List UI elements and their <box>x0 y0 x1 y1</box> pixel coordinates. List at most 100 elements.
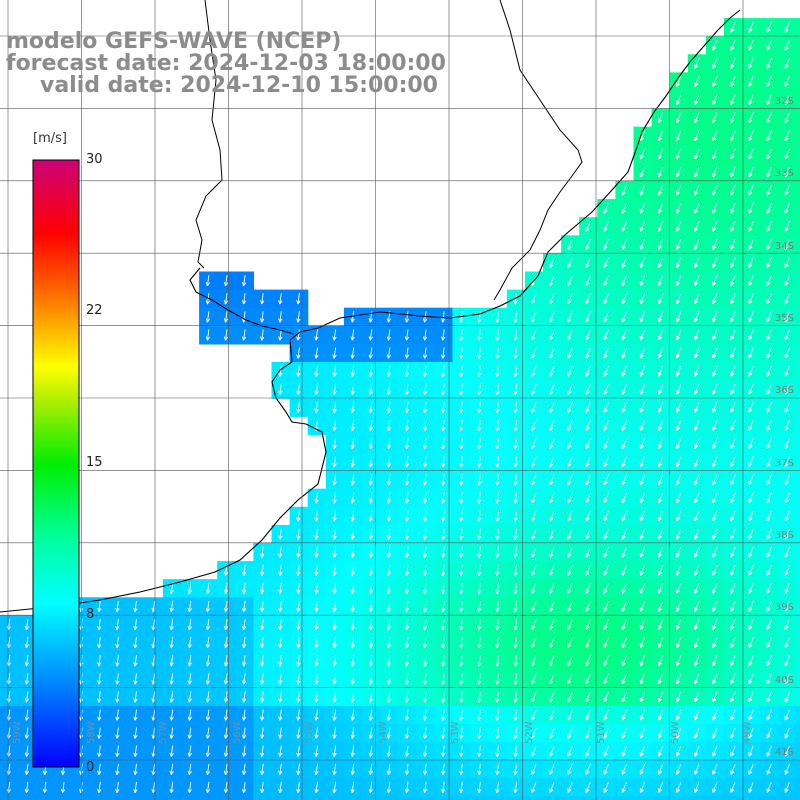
wind-arrow <box>513 673 518 685</box>
wind-arrow <box>404 673 410 685</box>
wind-arrow <box>531 619 537 630</box>
wind-speed-cell <box>796 705 800 725</box>
wind-arrow <box>730 39 736 51</box>
wind-arrow <box>549 601 555 612</box>
wind-arrow <box>748 58 754 69</box>
wind-arrow <box>675 474 682 486</box>
wind-arrow <box>350 311 355 323</box>
wind-arrow <box>296 311 301 323</box>
wind-speed-cell <box>796 488 800 508</box>
wind-arrow <box>350 673 355 685</box>
wind-arrow <box>784 709 790 721</box>
wind-arrow <box>368 456 373 468</box>
wind-arrow <box>675 456 682 467</box>
wind-arrow <box>784 293 790 305</box>
wind-arrow <box>730 329 736 341</box>
wind-arrow <box>24 618 29 631</box>
wind-arrow <box>205 727 210 739</box>
wind-arrow <box>477 763 482 775</box>
wind-arrow <box>260 691 265 703</box>
wind-arrow <box>386 347 391 359</box>
wind-arrow <box>296 582 301 594</box>
wind-speed-cell <box>796 36 800 55</box>
wind-arrow <box>603 673 609 685</box>
wind-arrow <box>712 655 718 667</box>
wind-arrow <box>694 311 700 323</box>
wind-arrow <box>513 655 518 667</box>
wind-speed-cell <box>253 796 273 800</box>
wind-arrow <box>730 745 736 757</box>
wind-arrow <box>567 782 573 793</box>
wind-arrow <box>549 257 555 268</box>
wind-arrow <box>675 257 682 268</box>
wind-arrow <box>223 781 229 794</box>
wind-arrow <box>567 383 573 395</box>
wind-arrow <box>441 582 446 594</box>
wind-arrow <box>730 709 736 721</box>
wind-arrow <box>657 438 664 449</box>
wind-arrow <box>784 782 790 793</box>
wind-arrow <box>766 564 772 576</box>
wind-arrow <box>748 510 754 522</box>
wind-arrow <box>404 745 410 757</box>
wind-arrow <box>278 727 283 739</box>
wind-arrow <box>531 510 537 522</box>
wind-arrow <box>133 673 138 685</box>
wind-arrow <box>639 275 646 286</box>
wind-arrow <box>603 474 609 486</box>
wind-arrow <box>784 94 790 105</box>
wind-arrow <box>350 637 355 649</box>
wind-arrow <box>549 329 555 341</box>
wind-arrow <box>712 311 718 323</box>
wind-arrow <box>730 58 736 69</box>
wind-arrow <box>422 637 428 649</box>
wind-speed-cell <box>796 398 800 417</box>
wind-arrow <box>223 727 229 739</box>
wind-arrow <box>296 637 301 649</box>
wind-arrow <box>712 456 718 467</box>
wind-arrow <box>495 419 500 432</box>
wind-arrow <box>657 202 664 214</box>
wind-arrow <box>459 618 464 631</box>
wind-arrow <box>748 564 754 576</box>
wind-speed-cell <box>271 796 291 800</box>
wind-arrow <box>730 619 736 630</box>
wind-arrow <box>567 401 573 413</box>
wind-arrow <box>531 401 537 413</box>
wind-arrow <box>296 691 301 703</box>
wind-arrow <box>477 745 482 757</box>
wind-arrow <box>531 438 537 449</box>
wind-arrow <box>477 546 482 558</box>
lat-label: 37S <box>774 458 794 469</box>
wind-arrow <box>603 709 609 721</box>
wind-arrow <box>513 419 518 432</box>
wind-speed-cell <box>307 796 327 800</box>
wind-arrow <box>585 420 591 431</box>
wind-arrow <box>531 528 537 540</box>
wind-arrow <box>133 637 138 649</box>
wind-arrow <box>441 727 446 739</box>
wind-arrow <box>332 546 337 558</box>
wind-arrow <box>730 673 736 685</box>
wind-arrow <box>477 709 482 721</box>
wind-arrow <box>459 673 464 685</box>
wind-arrow <box>784 257 790 268</box>
wind-arrow <box>639 745 646 757</box>
wind-arrow <box>730 564 736 576</box>
wind-arrow <box>639 546 646 558</box>
wind-arrow <box>115 727 120 739</box>
wind-arrow <box>712 420 718 431</box>
wind-arrow <box>441 510 446 522</box>
wind-arrow <box>314 510 319 522</box>
wind-arrow <box>549 365 555 377</box>
wind-arrow <box>24 655 29 667</box>
wind-arrow <box>24 763 29 775</box>
wind-speed-cell <box>235 796 254 800</box>
wind-arrow <box>549 510 555 522</box>
wind-arrow <box>730 601 736 612</box>
wind-arrow <box>368 673 373 685</box>
wind-arrow <box>712 438 718 449</box>
wind-arrow <box>585 546 591 558</box>
wind-arrow <box>477 528 482 540</box>
wind-arrow <box>603 510 609 522</box>
